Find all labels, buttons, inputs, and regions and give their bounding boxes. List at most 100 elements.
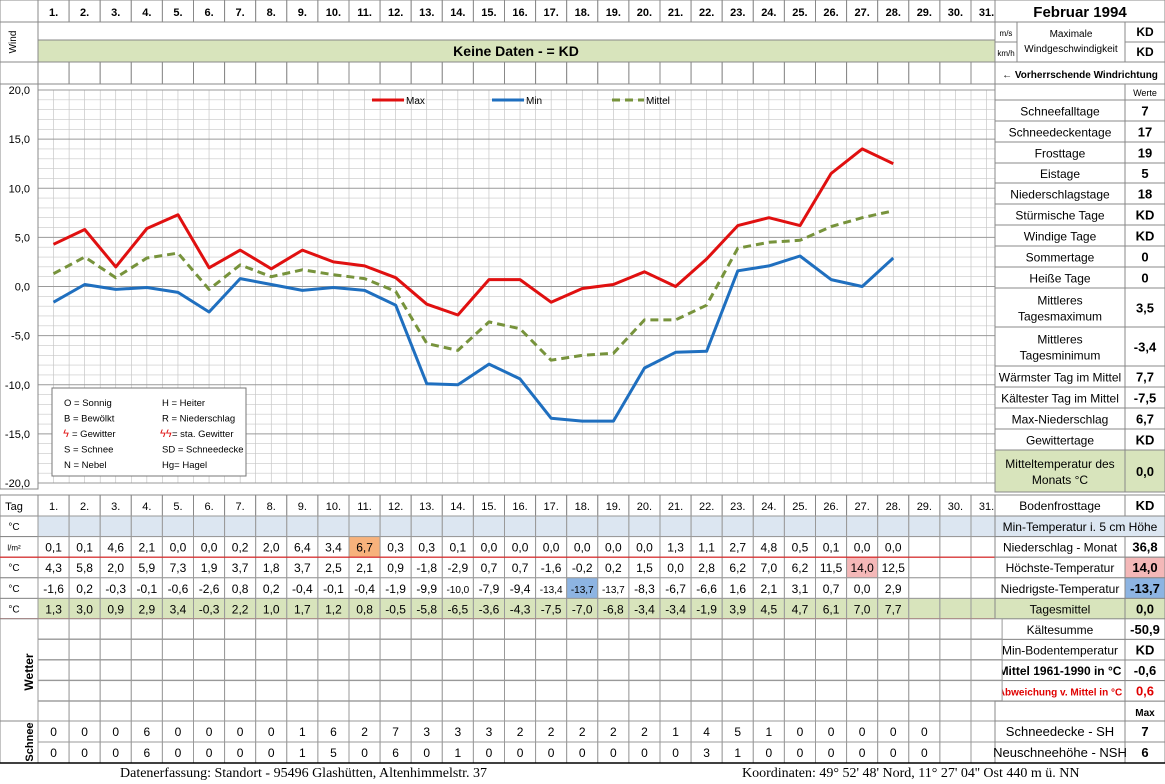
day-label: 28.	[886, 501, 901, 513]
max-label: Max	[1135, 708, 1155, 719]
min5cm-label: Min-Temperatur i. 5 cm Höhe	[1003, 520, 1158, 534]
value-tmin: -1,6	[43, 582, 64, 596]
day-header: 28.	[886, 7, 901, 19]
value-tmax: 7,0	[761, 561, 778, 575]
wind-direction-cell	[286, 61, 319, 85]
value-tmean: 7,0	[854, 602, 871, 616]
value-tmean: 3,0	[76, 602, 93, 616]
weather-cell	[99, 638, 132, 661]
wind-side-label: Wind	[8, 31, 19, 54]
stat-value: KD	[1136, 208, 1155, 223]
weather-cell	[68, 618, 101, 640]
wind-label-cell	[0, 21, 39, 63]
weather-cell	[659, 700, 692, 722]
weather-cell	[659, 680, 692, 702]
weather-cell	[597, 638, 630, 661]
value-precip: 1,1	[698, 541, 715, 555]
day-header: 16.	[512, 7, 527, 19]
day-label: 11.	[357, 501, 371, 513]
weather-cell	[566, 700, 599, 722]
wind-max-label-2: Windgeschwindigkeit	[1024, 44, 1118, 55]
data-cell	[410, 515, 443, 538]
weather-cell	[690, 618, 723, 640]
value-tmean: -5,8	[416, 602, 437, 616]
weather-cell	[752, 638, 785, 661]
value-precip: 0,3	[387, 541, 404, 555]
weather-cell	[37, 700, 70, 722]
day-header: 30.	[948, 7, 963, 19]
stat-label: Kältester Tag im Mittel	[1001, 392, 1119, 406]
data-cell	[224, 515, 257, 538]
stat-value: 7	[1141, 104, 1148, 119]
weather-cell	[566, 659, 599, 681]
snow-total: 6	[1141, 745, 1148, 760]
day-label: 3.	[111, 501, 120, 513]
snow-value: 0	[517, 746, 524, 760]
day-label: 29.	[917, 501, 932, 513]
stat-label: Heiße Tage	[1029, 272, 1090, 286]
tag-label: Tag	[5, 501, 23, 513]
snow-cell	[939, 741, 972, 764]
weather-cell	[193, 638, 226, 661]
weather-cell	[752, 680, 785, 702]
value-tmax: 4,3	[45, 561, 62, 575]
weather-cell	[68, 659, 101, 681]
data-cell	[628, 515, 661, 538]
weather-cell	[939, 680, 972, 702]
right-value: 0,6	[1136, 684, 1154, 699]
data-cell	[317, 515, 350, 538]
value-tmin: -0,4	[354, 582, 375, 596]
weather-cell	[783, 638, 817, 661]
schnee-label: Schnee	[24, 722, 36, 761]
weather-cell	[846, 638, 879, 661]
snow-value: 0	[206, 746, 213, 760]
day-label: 14.	[450, 501, 465, 513]
right-value: KD	[1136, 642, 1155, 657]
value-tmax: 11,5	[820, 561, 843, 575]
y-tick-label: 15,0	[9, 134, 30, 146]
day-label: 10.	[326, 501, 341, 513]
value-tmean: -7,5	[541, 602, 562, 616]
legend-label: Max	[406, 96, 425, 107]
weather-cell	[690, 638, 723, 661]
day-header: 20.	[637, 7, 652, 19]
weather-cell	[504, 680, 537, 702]
weather-cell	[939, 700, 972, 722]
value-tmean: 3,4	[170, 602, 187, 616]
value-precip: 0,0	[605, 541, 622, 555]
value-tmean: 3,9	[729, 602, 746, 616]
snow-value: 2	[361, 725, 368, 739]
weather-cell	[535, 659, 568, 681]
wind-direction-cell	[535, 61, 568, 85]
value-tmax: 6,2	[729, 561, 746, 575]
snow-value: 0	[890, 725, 897, 739]
weather-cell	[99, 680, 132, 702]
value-precip: 0,0	[481, 541, 498, 555]
y-tick-label: -20,0	[5, 478, 30, 490]
snow-value: 0	[672, 746, 679, 760]
weather-cell	[659, 659, 692, 681]
weather-cell	[659, 638, 692, 661]
snow-value: 1	[299, 746, 306, 760]
stat-label: Stürmische Tage	[1015, 209, 1104, 223]
wind-direction-cell	[815, 61, 848, 85]
value-tmin: -2,6	[199, 582, 220, 596]
value-precip: 4,8	[761, 541, 778, 555]
snow-value: 0	[921, 746, 928, 760]
wind-direction-cell	[566, 61, 599, 85]
wind-direction-cell	[348, 61, 381, 85]
stat-label: Max-Niederschlag	[1012, 413, 1109, 427]
snow-value: 1	[766, 725, 773, 739]
day-label: 7.	[236, 501, 245, 513]
value-precip: 2,1	[139, 541, 156, 555]
right-label: Niederschlag - Monat	[1003, 541, 1118, 555]
value-tmean: -7,0	[572, 602, 593, 616]
snow-label: Schneedecke - SH	[1006, 724, 1114, 739]
data-cell	[255, 515, 288, 538]
weather-cell	[99, 659, 132, 681]
weather-cell	[846, 680, 879, 702]
data-cell	[193, 515, 226, 538]
weather-cell	[37, 659, 70, 681]
snow-value: 0	[641, 746, 648, 760]
